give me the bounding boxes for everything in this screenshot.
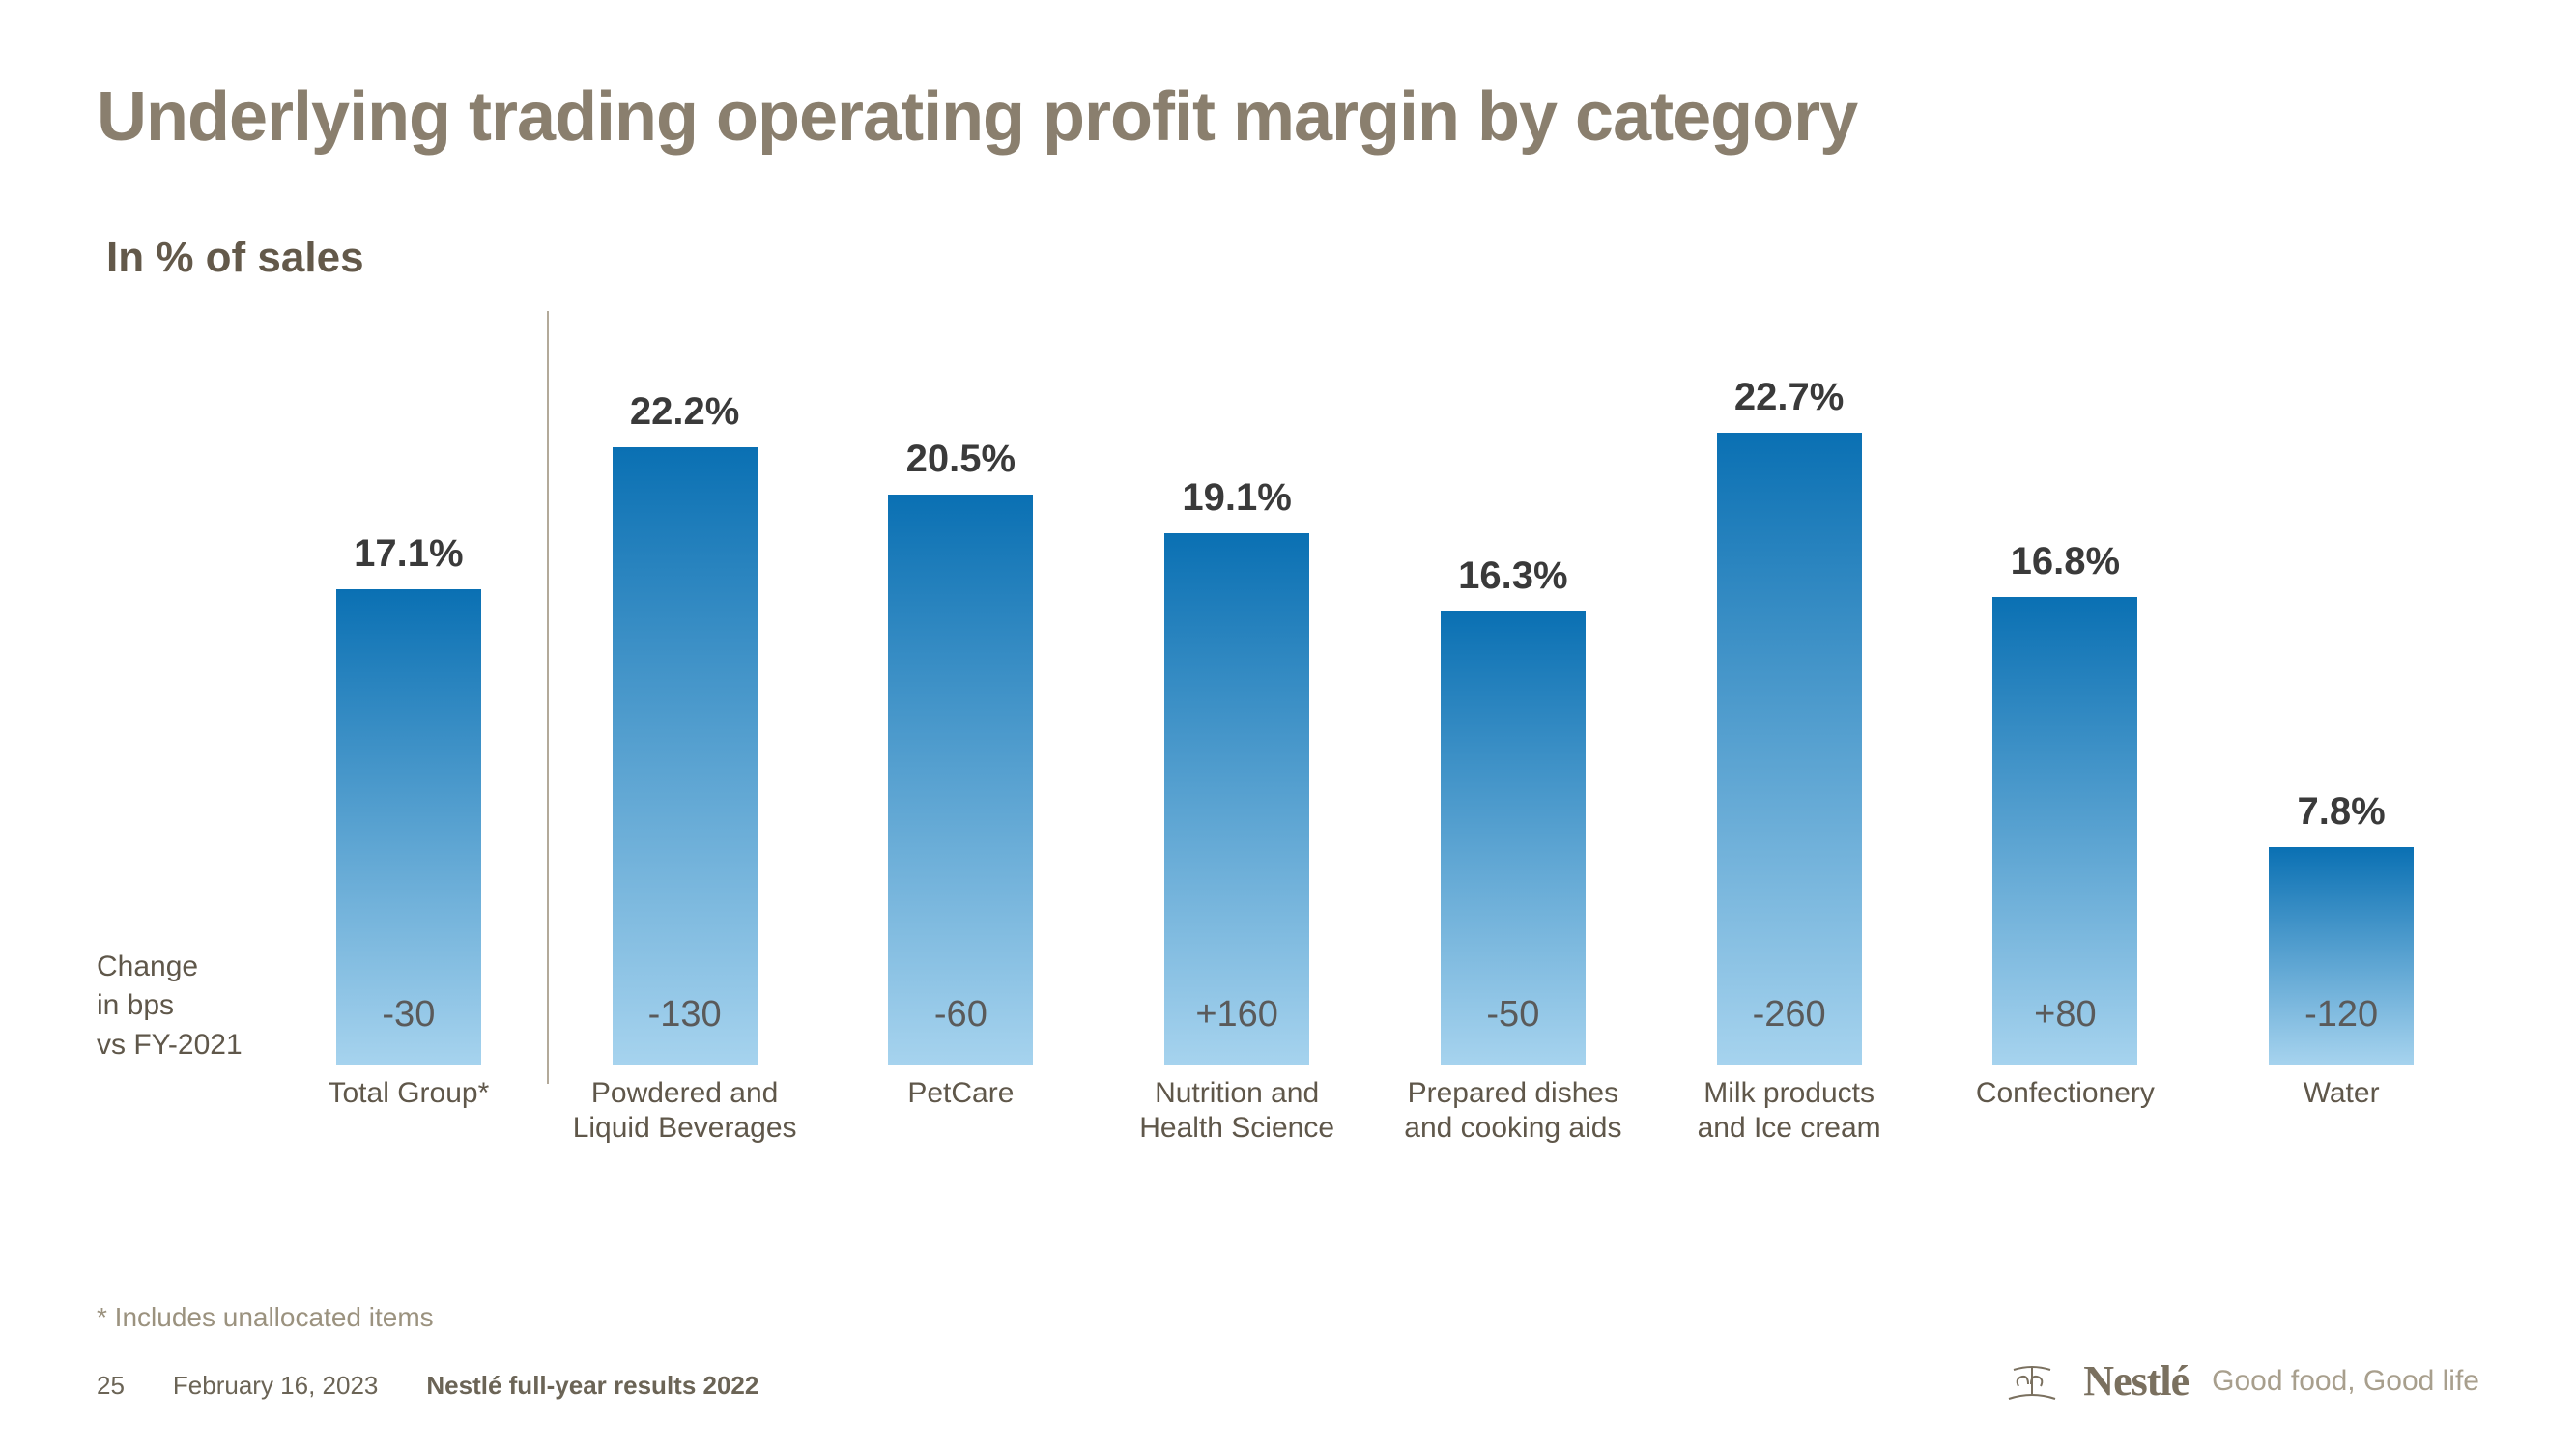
category-label: Prepared dishes and cooking aids [1404,1065,1621,1161]
brand-block: Nestlé Good food, Good life [2004,1356,2479,1406]
bar-group: 17.1% -30 Total Group* [271,311,547,1180]
page-number: 25 [97,1371,125,1401]
bar-value-label: 16.3% [1458,554,1567,598]
bars-container: 17.1% -30 Total Group* 22.2% -130 Powdered an… [271,311,2479,1180]
bar-group: 22.2% -130 Powdered and Liquid Beverages [547,311,823,1180]
bps-change-label: +80 [1992,994,2137,1036]
bar-value-label: 22.7% [1734,376,1844,419]
footnote: * Includes unallocated items [97,1302,434,1333]
bar-zone: 22.2% -130 [547,311,823,1065]
bar-value-label: 19.1% [1182,476,1291,520]
bar-value-label: 17.1% [354,532,463,576]
bar-zone: 7.8% -120 [2203,311,2479,1065]
bps-change-label: -260 [1717,994,1862,1036]
bar-zone: 22.7% -260 [1651,311,1928,1065]
left-label-line: vs FY-2021 [97,1026,271,1065]
bar-value-label: 20.5% [906,438,1016,481]
group-divider [547,311,549,1084]
bar: +80 [1992,597,2137,1065]
bar: -30 [336,589,481,1065]
bar-group: 16.8% +80 Confectionery [1928,311,2204,1180]
bps-change-label: +160 [1164,994,1309,1036]
category-label: Powdered and Liquid Beverages [573,1065,797,1161]
category-label: Water [2304,1065,2380,1161]
bar-zone: 19.1% +160 [1099,311,1375,1065]
bar-group: 22.7% -260 Milk products and Ice cream [1651,311,1928,1180]
slide-title: Underlying trading operating profit marg… [97,77,2479,156]
chart-subtitle: In % of sales [106,234,2479,282]
bar: -120 [2269,847,2414,1065]
bps-change-label: -50 [1441,994,1586,1036]
bar-group: 7.8% -120 Water [2203,311,2479,1180]
footer-presentation: Nestlé full-year results 2022 [426,1371,758,1401]
bps-change-label: -30 [336,994,481,1036]
bar: -130 [613,447,758,1065]
category-label: Confectionery [1976,1065,2155,1161]
bar: -50 [1441,611,1586,1065]
change-in-bps-label: Change in bps vs FY-2021 [97,311,271,1180]
bar: +160 [1164,533,1309,1065]
slide-footer: 25 February 16, 2023 Nestlé full-year re… [97,1371,758,1401]
bps-change-label: -60 [888,994,1033,1036]
bar: -60 [888,495,1033,1065]
chart-area: Change in bps vs FY-2021 17.1% -30 Total G… [97,311,2479,1180]
bar-group: 19.1% +160 Nutrition and Health Science [1099,311,1375,1180]
category-label: Milk products and Ice cream [1698,1065,1881,1161]
category-label: Total Group* [328,1065,489,1161]
bar-group: 16.3% -50 Prepared dishes and cooking aids [1375,311,1651,1180]
bps-change-label: -120 [2269,994,2414,1036]
bar-value-label: 16.8% [2011,540,2120,583]
nest-birds-icon [2004,1362,2060,1401]
bps-change-label: -130 [613,994,758,1036]
left-label-line: Change [97,948,271,987]
bar-value-label: 7.8% [2298,790,2386,834]
left-label-line: in bps [97,986,271,1026]
brand-tagline: Good food, Good life [2212,1365,2479,1398]
bar: -260 [1717,433,1862,1065]
bar-zone: 17.1% -30 [271,311,547,1065]
bar-zone: 16.3% -50 [1375,311,1651,1065]
bar-group: 20.5% -60 PetCare [823,311,1100,1180]
bar-zone: 16.8% +80 [1928,311,2204,1065]
category-label: PetCare [907,1065,1014,1161]
brand-logo-text: Nestlé [2083,1356,2189,1406]
bar-value-label: 22.2% [630,390,739,434]
category-label: Nutrition and Health Science [1139,1065,1334,1161]
slide: Underlying trading operating profit marg… [0,0,2576,1449]
bar-zone: 20.5% -60 [823,311,1100,1065]
footer-date: February 16, 2023 [173,1371,378,1401]
